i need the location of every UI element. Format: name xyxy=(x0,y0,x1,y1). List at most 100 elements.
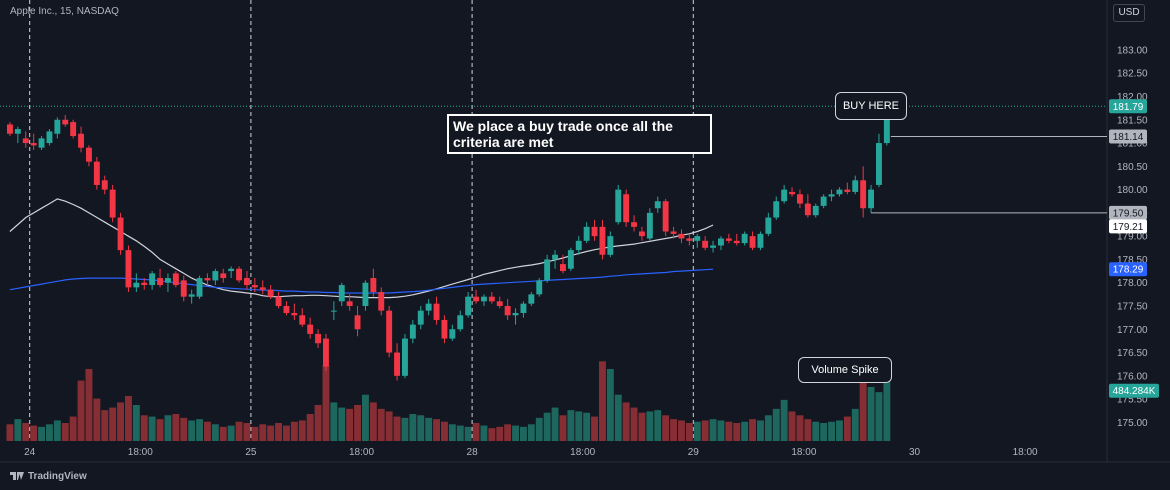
candle-body xyxy=(528,294,535,304)
ma-fast-line xyxy=(9,198,714,299)
candle xyxy=(710,240,716,253)
volume-bar xyxy=(859,361,867,441)
candle-body xyxy=(749,236,756,248)
volume-bar xyxy=(306,414,314,441)
candle xyxy=(244,271,250,290)
volume-bar xyxy=(148,416,156,441)
candle-body xyxy=(449,329,456,339)
candle xyxy=(773,196,780,220)
candle-body xyxy=(646,212,653,239)
time-axis: 24 18:00 25 18:00 28 18:00 29 18:00 30 18:00 xyxy=(24,447,1038,458)
volume-bar xyxy=(393,416,401,441)
candle-body xyxy=(607,236,614,255)
candle xyxy=(157,268,163,288)
candle-body xyxy=(844,189,851,192)
candle xyxy=(504,299,511,320)
candle-body xyxy=(473,296,479,302)
candle-body xyxy=(101,180,108,190)
session-breaks xyxy=(0,0,1170,463)
tradingview-icon xyxy=(10,472,24,481)
candle-body xyxy=(804,203,811,216)
candle xyxy=(844,182,851,195)
candle xyxy=(820,194,827,209)
volume-bar xyxy=(741,421,749,441)
candle xyxy=(560,254,566,274)
candle xyxy=(307,317,314,339)
candle-body xyxy=(567,250,574,269)
candle-body xyxy=(38,138,45,148)
volume-bar xyxy=(433,419,440,441)
price-axis: 175.00 175.50 176.00 176.50 177.00 177.50 178.… xyxy=(1117,45,1148,428)
candle xyxy=(180,275,187,302)
candle-body xyxy=(267,289,274,297)
candle xyxy=(291,303,298,320)
candles xyxy=(7,103,890,381)
volume-bar xyxy=(14,419,22,441)
volume-bar xyxy=(53,420,61,441)
candle-body xyxy=(765,217,772,234)
volume-bar xyxy=(772,408,780,441)
candle-body xyxy=(330,310,337,312)
price-label-text: 181.14 xyxy=(1113,132,1144,143)
candle xyxy=(623,189,630,227)
volume-bar xyxy=(109,407,117,441)
candle xyxy=(133,273,140,293)
volume-axis-label: 484.284K xyxy=(1109,383,1159,398)
candle-body xyxy=(812,205,819,216)
price-labels: 181.79 181.14 179.50 179.21 178.29 484.284K xyxy=(1109,99,1159,398)
candle xyxy=(765,212,772,237)
candle xyxy=(22,131,29,148)
volume-bar xyxy=(46,424,53,441)
volume-bar xyxy=(606,369,614,441)
candle-body xyxy=(504,305,511,316)
candle xyxy=(797,189,803,209)
candle-body xyxy=(820,196,827,206)
volume-bar xyxy=(551,407,559,441)
candle xyxy=(323,333,329,372)
candle-body xyxy=(93,161,100,185)
candle-body xyxy=(323,338,329,367)
price-label-text: 179.21 xyxy=(1113,222,1144,233)
candle-body xyxy=(117,217,124,251)
candle xyxy=(378,287,385,316)
candle xyxy=(315,329,321,348)
volume-bar xyxy=(828,421,835,441)
candle-body xyxy=(441,319,448,339)
candle xyxy=(449,324,456,341)
volume-bar xyxy=(567,410,575,441)
volume-bar xyxy=(61,423,69,441)
candle-body xyxy=(86,147,92,162)
volume-bar xyxy=(172,414,180,441)
brand-logo[interactable]: TradingView xyxy=(10,471,87,482)
volume-bar xyxy=(685,423,693,441)
volume-bar xyxy=(583,412,591,441)
candle-body xyxy=(725,238,732,241)
candle xyxy=(631,215,637,232)
candle-body xyxy=(165,278,171,283)
candle xyxy=(781,184,788,204)
strategy-note: We place a buy trade once all the criter… xyxy=(447,114,712,154)
volume-bar xyxy=(346,408,354,441)
candle-body xyxy=(307,324,314,334)
candle-body xyxy=(259,287,266,290)
candle-body xyxy=(149,273,156,286)
candle-body xyxy=(30,143,37,146)
candle-body xyxy=(14,129,21,134)
currency-button[interactable]: USD xyxy=(1113,4,1145,22)
candle-body xyxy=(599,226,606,255)
candle-body xyxy=(536,280,543,295)
candle-body xyxy=(433,303,440,320)
price-tick-label: 182.00 xyxy=(1117,92,1148,103)
candle-body xyxy=(188,294,195,297)
candle-body xyxy=(615,189,622,223)
candle-body xyxy=(251,285,258,288)
price-axis-label: 178.29 xyxy=(1109,262,1147,277)
volume-bar xyxy=(591,416,598,441)
volume-bar xyxy=(488,428,496,441)
candle xyxy=(70,119,77,139)
price-label-bg xyxy=(1109,129,1147,144)
candle-body xyxy=(125,250,132,288)
volume-bar xyxy=(132,405,140,441)
price-label-text: 178.29 xyxy=(1113,265,1144,276)
